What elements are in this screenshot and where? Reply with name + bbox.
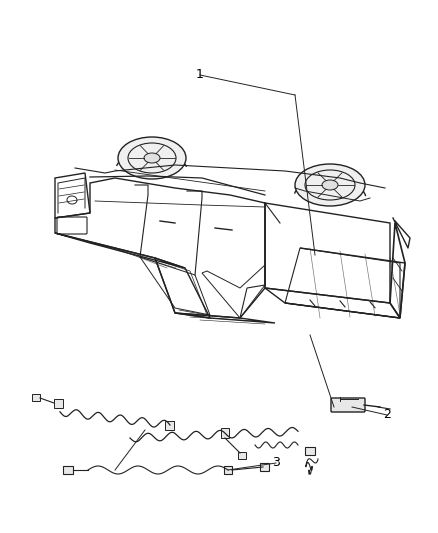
Bar <box>238 452 246 459</box>
Ellipse shape <box>118 137 186 179</box>
Bar <box>32 394 40 401</box>
Ellipse shape <box>295 164 365 206</box>
Text: 1: 1 <box>196 69 204 82</box>
Bar <box>165 421 174 430</box>
Text: 2: 2 <box>383 408 391 422</box>
Bar <box>221 428 229 438</box>
Text: 3: 3 <box>272 456 280 470</box>
Ellipse shape <box>144 153 160 163</box>
Bar <box>224 466 232 474</box>
Bar <box>305 447 315 455</box>
Bar <box>260 463 269 471</box>
Ellipse shape <box>322 180 338 190</box>
FancyBboxPatch shape <box>331 398 365 412</box>
Bar <box>54 399 63 408</box>
Bar <box>63 466 73 474</box>
